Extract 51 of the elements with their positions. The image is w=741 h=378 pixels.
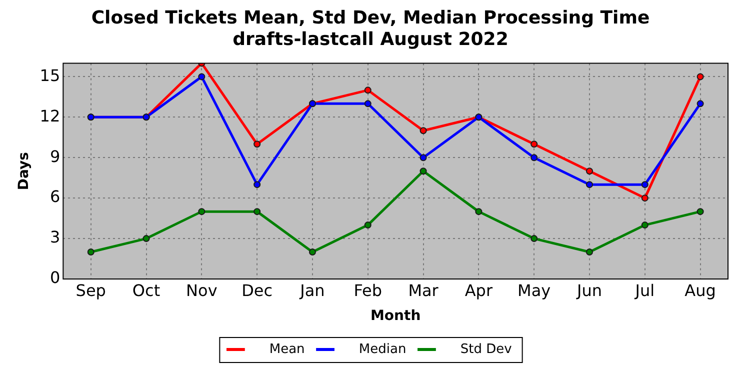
y-tick-label: 0 bbox=[50, 268, 60, 288]
point bbox=[475, 208, 482, 216]
point bbox=[254, 140, 261, 148]
point bbox=[198, 73, 206, 80]
x-tick-label: Jan bbox=[299, 280, 325, 300]
point bbox=[641, 181, 648, 188]
x-tick-label: Sep bbox=[76, 280, 106, 300]
point bbox=[696, 73, 704, 80]
x-tick-label: Mar bbox=[408, 280, 439, 300]
x-tick-label: Nov bbox=[186, 280, 218, 300]
point bbox=[530, 154, 538, 162]
point bbox=[530, 235, 538, 242]
point bbox=[641, 194, 648, 202]
chart-title: Closed Tickets Mean, Std Dev, Median Processing Time drafts-lastcall August 2022 bbox=[91, 7, 650, 50]
x-tick-label: Oct bbox=[132, 280, 160, 300]
x-tick-label: May bbox=[518, 280, 551, 300]
y-axis-title: Days bbox=[16, 152, 32, 190]
point bbox=[586, 168, 593, 175]
y-tick-label: 9 bbox=[50, 146, 60, 166]
y-tick-label: 12 bbox=[40, 106, 60, 126]
point bbox=[420, 154, 427, 162]
x-tick-label: Jul bbox=[634, 280, 655, 300]
point bbox=[254, 208, 261, 216]
x-axis-title: Month bbox=[370, 308, 421, 324]
x-tick-label: Dec bbox=[242, 280, 273, 300]
point bbox=[586, 181, 593, 188]
point bbox=[308, 248, 316, 256]
y-tick-label: 3 bbox=[50, 228, 60, 247]
legend-label: Mean bbox=[248, 342, 305, 357]
x-tick-label: Feb bbox=[354, 280, 382, 300]
x-tick-label: Jun bbox=[576, 280, 602, 300]
point bbox=[530, 140, 538, 148]
point bbox=[420, 127, 427, 134]
point bbox=[696, 208, 704, 216]
y-tick-label: 6 bbox=[50, 187, 60, 206]
x-tick-label: Apr bbox=[464, 280, 493, 300]
point bbox=[254, 181, 261, 188]
point bbox=[586, 248, 593, 256]
point bbox=[696, 100, 704, 108]
point bbox=[87, 248, 94, 256]
point bbox=[364, 100, 372, 108]
point bbox=[198, 208, 206, 216]
y-tick-label: 15 bbox=[40, 66, 60, 85]
legend-label: Std Dev bbox=[440, 342, 512, 357]
point bbox=[420, 168, 427, 175]
point bbox=[641, 222, 648, 229]
x-tick-label: Aug bbox=[684, 280, 716, 300]
point bbox=[364, 86, 372, 94]
point bbox=[364, 222, 372, 229]
point bbox=[142, 235, 150, 242]
legend-label: Median bbox=[338, 342, 406, 357]
